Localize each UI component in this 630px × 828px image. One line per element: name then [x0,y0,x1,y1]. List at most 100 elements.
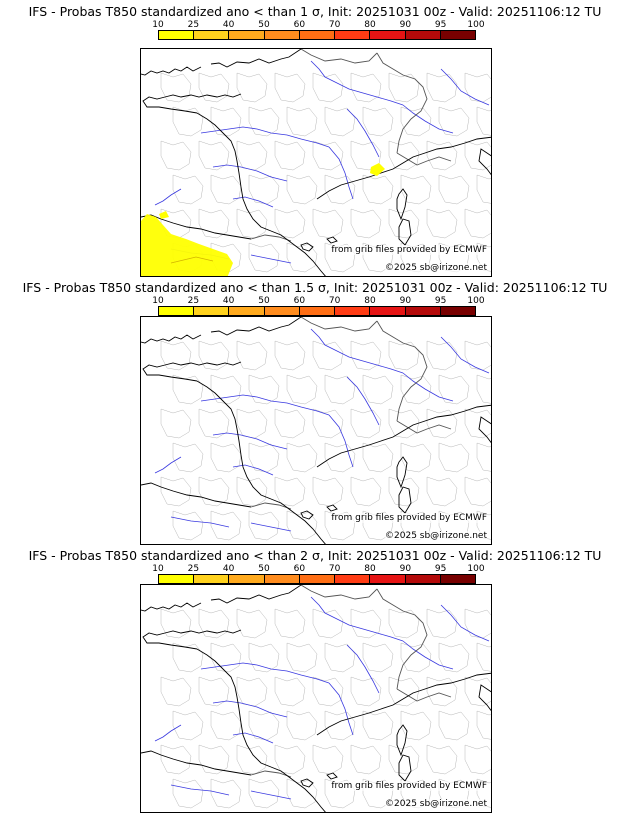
admin-boundary [198,608,230,639]
admin-boundary [350,72,382,103]
admin-boundary [312,208,344,239]
river [440,336,490,374]
colorbar-segment [194,307,230,315]
coastline [316,404,491,468]
admin-boundary [324,106,356,137]
admin-boundary [172,510,204,541]
admin-boundary [476,374,491,404]
coastline [141,750,252,776]
admin-boundary [426,208,458,239]
admin-boundary [172,710,204,741]
admin-boundary [198,408,230,439]
admin-boundary [362,374,394,405]
admin-boundary [198,676,230,707]
probability-overlay [141,163,385,276]
admin-boundary [210,374,242,405]
colorbar-tick-label: 25 [187,296,200,306]
coastline [300,242,314,252]
coastline [270,498,326,544]
admin-boundary [476,106,491,136]
admin-boundary [274,608,306,639]
coastline [300,778,314,788]
admin-boundary [426,476,458,507]
river [154,456,182,474]
river [440,68,490,106]
colorbar-tick-label: 90 [399,564,412,574]
admin-boundary [172,106,204,137]
admin-boundary [426,408,458,439]
coastline [300,510,314,520]
admin-boundary [312,408,344,439]
river [212,700,288,718]
colorbar-tick-label: 95 [434,296,447,306]
river [200,394,330,416]
admin-boundary [172,442,204,473]
coastline [142,93,242,114]
coastline [141,602,202,612]
admin-boundary [350,408,382,439]
colorbar-segment [299,307,336,315]
source-credit: from grib files provided by ECMWF [331,513,487,523]
admin-boundary [274,208,306,239]
map-panel-2: IFS - Probas T850 standardized ano < tha… [0,280,630,552]
colorbar-tick-label: 95 [434,564,447,574]
colorbar-tick-label: 10 [152,296,164,306]
admin-boundary [312,340,344,371]
coastline [270,230,326,276]
admin-boundary [476,510,491,540]
river [170,516,230,528]
country-border [300,317,378,332]
colorbar-segment [264,31,300,39]
coastline [196,648,272,768]
admin-boundary [350,340,382,371]
admin-boundary [248,106,280,137]
admin-boundary [160,676,192,707]
country-border [250,502,292,510]
colorbar-segment [194,31,230,39]
country-border [376,588,428,690]
colorbar-tick-label: 50 [258,564,270,574]
admin-boundary [286,242,318,273]
coastline [196,112,272,232]
colorbar-segment [159,307,195,315]
colorbar-tick-label: 10 [152,564,164,574]
source-credit: from grib files provided by ECMWF [331,245,487,255]
admin-boundary [286,174,318,205]
map-panel-3: IFS - Probas T850 standardized ano < tha… [0,548,630,820]
coastline [398,754,412,782]
admin-boundary [248,510,280,541]
admin-boundary [210,510,242,541]
admin-boundary [438,374,470,405]
coastline [210,585,302,604]
admin-boundary [388,208,420,239]
river [154,724,182,742]
colorbar-segment [405,575,441,583]
admin-boundary [464,608,491,639]
map-graphic [141,317,491,544]
admin-boundary [248,374,280,405]
colorbar-tick-label: 50 [258,296,270,306]
river [310,596,404,642]
river [200,662,330,684]
colorbar-tick-label: 100 [467,296,485,306]
map-area: from grib files provided by ECMWF ©2025 … [140,584,492,813]
colorbar-tick-label: 60 [293,564,306,574]
country-border [376,320,428,422]
admin-boundary [438,710,470,741]
admin-boundary [438,442,470,473]
coastline [142,629,242,650]
admin-boundary [400,442,432,473]
admin-boundary [274,676,306,707]
admin-boundary [172,174,204,205]
colorbar-segment [370,307,406,315]
coastline [210,317,302,336]
river [250,254,292,264]
admin-boundary [476,442,491,472]
admin-boundary [426,72,458,103]
admin-boundary [236,140,268,171]
coastline [478,416,491,444]
river [310,328,404,374]
colorbar-tick-label: 40 [222,20,235,30]
admin-boundary [160,140,192,171]
coastline [396,724,408,757]
